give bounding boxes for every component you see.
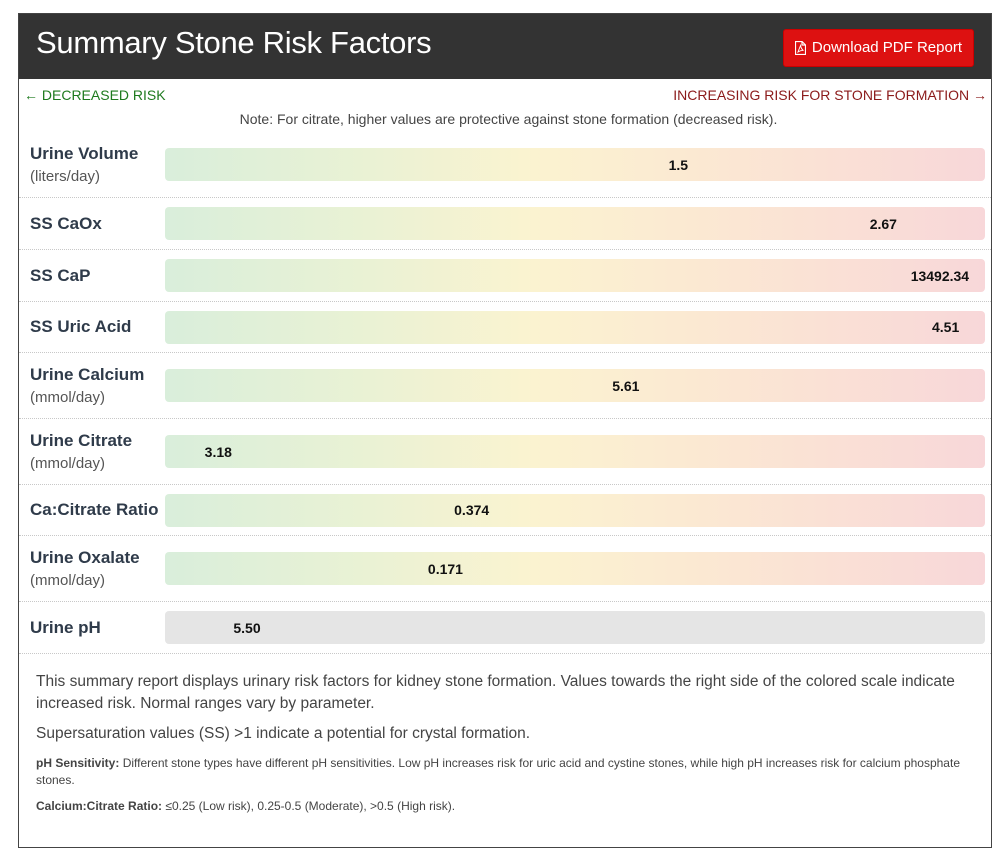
ss-note-text: Supersaturation values (SS) >1 indicate … xyxy=(36,725,531,742)
ratio-title: Calcium:Citrate Ratio: xyxy=(36,799,163,813)
factor-name: Urine Citrate xyxy=(30,431,133,450)
factor-row-ss-uric-acid: SS Uric Acid 4.51 xyxy=(19,302,991,353)
risk-scale-bar: 5.61 xyxy=(165,369,985,402)
factor-row-urine-oxalate: Urine Oxalate (mmol/day) 0.171 xyxy=(19,536,991,602)
risk-scale-bar: 2.67 xyxy=(165,207,985,240)
factor-label: Urine Citrate (mmol/day) xyxy=(19,431,165,472)
risk-scale-bar: 0.171 xyxy=(165,552,985,585)
ph-sensitivity-text: Different stone types have different pH … xyxy=(36,756,960,787)
factor-name: SS Uric Acid xyxy=(30,317,132,336)
factor-value: 2.67 xyxy=(869,215,897,232)
ph-sensitivity-title: pH Sensitivity: xyxy=(36,756,120,770)
factor-label: SS CaOx xyxy=(19,214,165,234)
factor-row-urine-citrate: Urine Citrate (mmol/day) 3.18 xyxy=(19,419,991,485)
decreased-risk-label: ← DECREASED RISK xyxy=(24,87,166,103)
risk-scale-bar: 0.374 xyxy=(165,493,985,527)
factor-label: Urine Oxalate (mmol/day) xyxy=(19,548,165,589)
factor-label: SS CaP xyxy=(19,266,165,286)
page-title: Summary Stone Risk Factors xyxy=(36,25,432,60)
factor-row-ca-citrate-ratio: Ca:Citrate Ratio 0.374 xyxy=(19,485,991,536)
download-pdf-button[interactable]: Download PDF Report xyxy=(782,28,974,67)
factor-unit: (mmol/day) xyxy=(30,572,106,589)
report-footer: This summary report displays urinary ris… xyxy=(19,654,991,813)
factor-label: Ca:Citrate Ratio xyxy=(19,500,165,520)
factor-name: SS CaP xyxy=(30,265,91,285)
factor-name: Urine Oxalate xyxy=(30,548,140,567)
factor-row-urine-ph: Urine pH 5.50 xyxy=(19,602,991,654)
factor-name: SS CaOx xyxy=(30,213,102,233)
factor-row-urine-volume: Urine Volume (liters/day) 1.5 xyxy=(19,132,991,198)
ph-sensitivity-note: pH Sensitivity: Different stone types ha… xyxy=(36,755,974,789)
report-header: Summary Stone Risk Factors Download PDF … xyxy=(19,14,991,79)
factor-value: 13492.34 xyxy=(910,267,970,284)
risk-scale-bar: 1.5 xyxy=(165,148,985,181)
ratio-note: Calcium:Citrate Ratio: ≤0.25 (Low risk),… xyxy=(36,799,974,813)
factor-value: 4.51 xyxy=(932,319,960,335)
factor-name: Ca:Citrate Ratio xyxy=(30,500,159,519)
factor-value: 5.50 xyxy=(233,619,261,636)
factor-value: 0.171 xyxy=(427,560,463,577)
factor-name: Urine pH xyxy=(30,617,101,637)
factor-value: 5.61 xyxy=(612,377,640,394)
factor-unit: (mmol/day) xyxy=(30,389,106,406)
increasing-risk-label: INCREASING RISK FOR STONE FORMATION → xyxy=(673,87,987,103)
factor-label: SS Uric Acid xyxy=(19,317,165,337)
download-pdf-label: Download PDF Report xyxy=(811,39,962,56)
factor-unit: (mmol/day) xyxy=(30,455,106,472)
pdf-file-icon xyxy=(794,40,806,55)
factor-name: Urine Calcium xyxy=(30,365,145,384)
factor-row-urine-calcium: Urine Calcium (mmol/day) 5.61 xyxy=(19,353,991,419)
summary-text: This summary report displays urinary ris… xyxy=(36,673,955,712)
risk-scale-bar: 13492.34 xyxy=(165,259,985,292)
factor-unit: (liters/day) xyxy=(30,168,101,185)
risk-scale-bar: 3.18 xyxy=(165,435,985,468)
ph-scale-bar: 5.50 xyxy=(165,611,985,644)
risk-scale-bar: 4.51 xyxy=(165,310,985,344)
factor-label: Urine pH xyxy=(19,618,165,638)
factor-row-ss-caox: SS CaOx 2.67 xyxy=(19,198,991,250)
factor-value: 1.5 xyxy=(668,156,689,173)
factor-label: Urine Volume (liters/day) xyxy=(19,144,165,185)
factor-value: 0.374 xyxy=(454,502,490,518)
factor-label: Urine Calcium (mmol/day) xyxy=(19,365,165,406)
risk-legend: ← DECREASED RISK INCREASING RISK FOR STO… xyxy=(19,87,991,103)
factor-name: Urine Volume xyxy=(30,144,139,163)
report-card: Summary Stone Risk Factors Download PDF … xyxy=(18,13,992,848)
citrate-note: Note: For citrate, higher values are pro… xyxy=(239,111,778,127)
factor-row-ss-cap: SS CaP 13492.34 xyxy=(19,250,991,302)
factor-value: 3.18 xyxy=(204,443,232,460)
ratio-text: ≤0.25 (Low risk), 0.25-0.5 (Moderate), >… xyxy=(165,799,456,813)
risk-factor-list: Urine Volume (liters/day) 1.5 SS CaOx 2.… xyxy=(19,132,991,654)
